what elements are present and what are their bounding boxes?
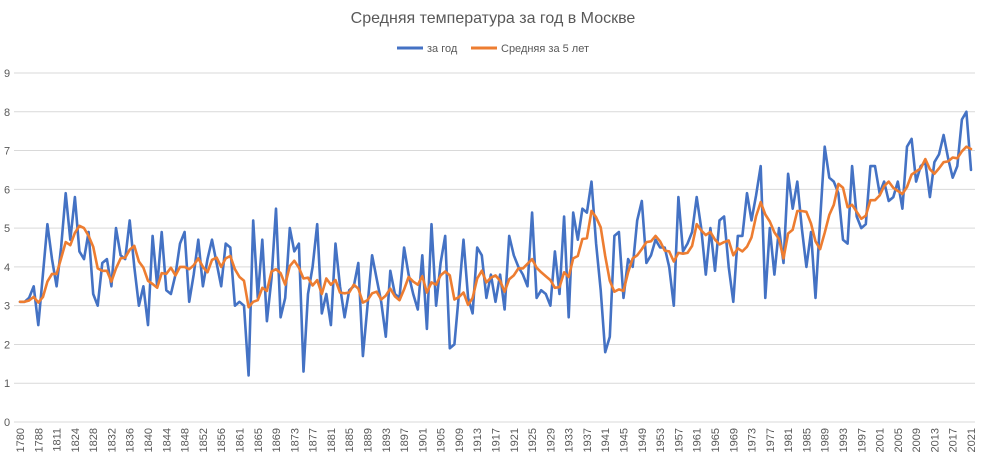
x-tick-label: 2021	[966, 428, 978, 452]
x-tick-label: 1856	[216, 428, 228, 452]
x-tick-label: 1977	[765, 428, 777, 452]
x-tick-label: 1780	[15, 428, 27, 452]
x-tick-label: 1885	[344, 428, 356, 452]
y-tick-label: 8	[4, 107, 10, 119]
x-tick-label: 1852	[198, 428, 210, 452]
legend-label-annual: за год	[427, 43, 458, 55]
y-tick-label: 1	[4, 378, 10, 390]
x-tick-label: 1861	[234, 428, 246, 452]
gridlines	[14, 72, 975, 423]
x-tick-label: 1811	[52, 428, 64, 452]
y-tick-label: 4	[4, 262, 10, 274]
y-tick-label: 2	[4, 339, 10, 351]
x-tick-label: 1965	[710, 428, 722, 452]
legend-item-annual: за год	[397, 43, 458, 55]
series-lines	[18, 110, 973, 377]
x-tick-label: 1840	[143, 428, 155, 452]
y-tick-label: 9	[4, 68, 10, 80]
x-tick-label: 1893	[381, 428, 393, 452]
x-tick-label: 2005	[893, 428, 905, 452]
x-tick-label: 1905	[436, 428, 448, 452]
x-axis-ticks: 1780 1788 1811 1824 1828 1832 1836 1840 1844 1848…	[15, 428, 978, 452]
series-line-moving-average	[18, 145, 973, 309]
x-tick-label: 1873	[289, 428, 301, 452]
x-tick-label: 1985	[801, 428, 813, 452]
y-tick-label: 3	[4, 301, 10, 313]
x-tick-label: 1865	[253, 428, 265, 452]
x-tick-label: 1869	[271, 428, 283, 452]
y-tick-label: 7	[4, 146, 10, 158]
legend-item-moving-average: Средняя за 5 лет	[471, 43, 589, 55]
x-tick-label: 1917	[491, 428, 503, 452]
legend-label-moving-average: Средняя за 5 лет	[501, 43, 589, 55]
x-tick-label: 1941	[600, 428, 612, 452]
x-tick-label: 1937	[582, 428, 594, 452]
x-tick-label: 1889	[362, 428, 374, 452]
x-tick-label: 1824	[70, 428, 82, 452]
x-tick-label: 2013	[929, 428, 941, 452]
x-tick-label: 1953	[655, 428, 667, 452]
x-tick-label: 1881	[326, 428, 338, 452]
x-tick-label: 1981	[783, 428, 795, 452]
x-tick-label: 1913	[472, 428, 484, 452]
x-tick-label: 2009	[911, 428, 923, 452]
y-tick-label: 6	[4, 184, 10, 196]
x-tick-label: 1925	[527, 428, 539, 452]
y-tick-label: 5	[4, 223, 10, 235]
x-tick-label: 1997	[856, 428, 868, 452]
x-tick-label: 1897	[399, 428, 411, 452]
x-tick-label: 1989	[820, 428, 832, 452]
series-line-annual	[18, 110, 973, 377]
x-tick-label: 1848	[180, 428, 192, 452]
x-tick-label: 1901	[417, 428, 429, 452]
y-tick-label: 0	[4, 417, 10, 429]
x-tick-label: 1877	[308, 428, 320, 452]
x-tick-label: 1836	[125, 428, 137, 452]
chart-title: Средняя температура за год в Москве	[351, 10, 636, 27]
x-tick-label: 1832	[106, 428, 118, 452]
x-tick-label: 1909	[454, 428, 466, 452]
y-axis-ticks: 0 1 2 3 4 5 6 7 8 9	[4, 68, 10, 429]
x-tick-label: 1973	[747, 428, 759, 452]
x-tick-label: 1929	[545, 428, 557, 452]
x-tick-label: 1969	[728, 428, 740, 452]
x-tick-label: 2001	[875, 428, 887, 452]
x-tick-label: 1788	[33, 428, 45, 452]
x-tick-label: 1961	[692, 428, 704, 452]
x-tick-label: 1945	[619, 428, 631, 452]
x-tick-label: 1933	[564, 428, 576, 452]
x-tick-label: 1828	[88, 428, 100, 452]
x-tick-label: 1844	[161, 428, 173, 452]
x-tick-label: 1993	[838, 428, 850, 452]
x-tick-label: 1957	[673, 428, 685, 452]
x-tick-label: 1949	[637, 428, 649, 452]
x-tick-label: 1921	[509, 428, 521, 452]
legend: за год Средняя за 5 лет	[397, 43, 589, 55]
x-tick-label: 2017	[948, 428, 960, 452]
